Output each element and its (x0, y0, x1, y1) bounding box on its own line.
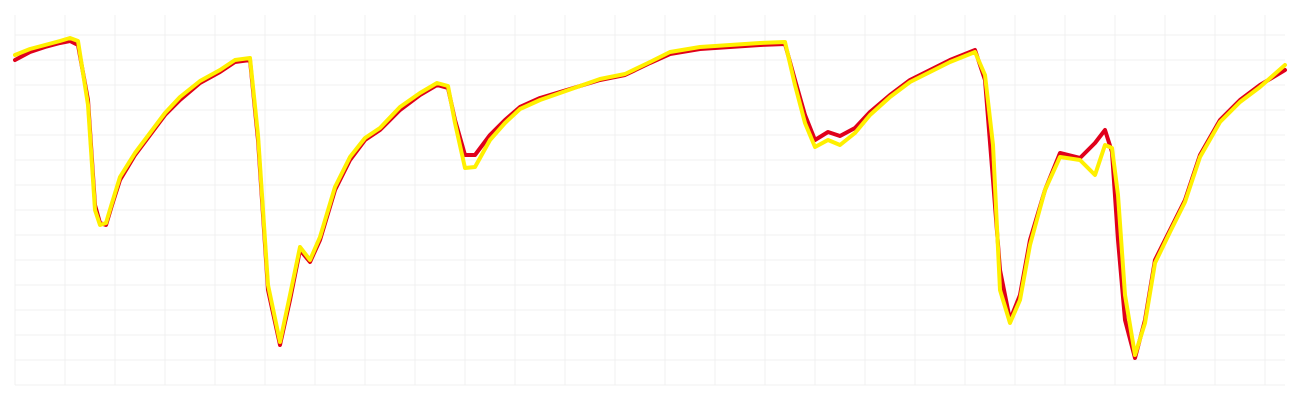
line-series (13, 36, 1287, 357)
